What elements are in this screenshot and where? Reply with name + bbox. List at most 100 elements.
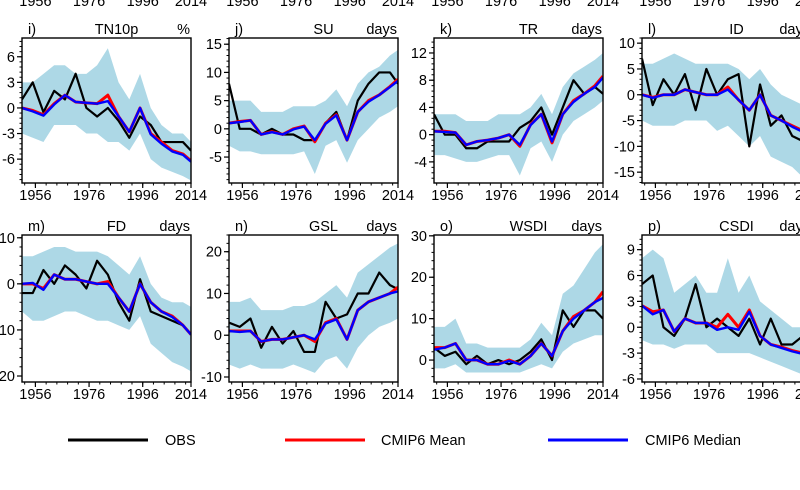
x-tick-label: 2014 [175,188,207,204]
y-tick-label: 30 [411,229,427,245]
y-tick-label: 0 [214,122,222,138]
panel-label: m) [28,219,45,235]
panel-label: i) [28,22,36,38]
plot-area [22,246,191,372]
panel-unit: days [571,219,602,235]
panel-wsdi: o) WSDI days 30 20 10 0 1956 1976 1996 2014 [411,219,619,403]
panel-title: GSL [309,219,338,235]
y-tick-label: 0 [7,101,15,117]
y-tick-label: -15 [614,165,635,181]
y-tick-label: -6 [622,372,635,388]
x-tick-label: 1976 [693,188,725,204]
series-obs-line [434,309,603,366]
series-cmip6-median-line [642,88,800,132]
y-tick-label: 4 [419,100,427,116]
cut-off-x-tick-label: 1956 [639,0,671,10]
x-tick-label: 1956 [431,188,463,204]
panel-title: ID [729,22,744,38]
y-tick-label: -4 [414,155,427,171]
plot-area [434,244,603,373]
y-tick-label: 5 [214,94,222,110]
x-tick-label: 2014 [795,387,800,403]
plot-area [434,52,603,176]
x-tick-label: 2014 [587,188,619,204]
x-tick-label: 1996 [747,188,779,204]
panel-tn10p: i) TN10p % 6 3 0 -3 -6 1956 1976 1996 2014 [2,22,207,204]
y-tick-label: 20 [411,270,427,286]
series-cmip6-median-line [229,290,398,343]
panel-label: j) [234,22,243,38]
x-tick-label: 2014 [795,188,800,204]
plot-frame [228,234,399,383]
x-tick-label: 1996 [539,188,571,204]
x-tick-label: 2014 [382,387,414,403]
y-tick-label: 6 [627,269,635,285]
y-tick-label: -10 [614,139,635,155]
cut-off-x-tick-label: 1976 [73,0,105,10]
panel-title: CSDI [719,219,754,235]
plot-area [229,49,398,174]
legend: OBS CMIP6 Mean CMIP6 Median [68,433,741,449]
x-tick-label: 1976 [73,188,105,204]
y-tick-label: 10 [206,286,222,302]
plot-frame [21,37,192,184]
y-tick-label: -20 [0,369,15,385]
cut-off-x-tick-label: 1976 [485,0,517,10]
x-tick-label: 1956 [19,387,51,403]
series-cmip6-median-line [434,296,603,366]
series-obs-line [434,79,603,150]
cut-off-x-tick-label: 1996 [127,0,159,10]
y-tick-label: 0 [419,128,427,144]
y-tick-label: 8 [419,73,427,89]
legend-label: CMIP6 Mean [381,433,466,449]
plot-frame [433,234,604,383]
panel-title: SU [313,22,333,38]
panel-title: FD [107,219,126,235]
y-tick-label: 5 [627,62,635,78]
x-tick-label: 1976 [485,188,517,204]
cut-off-x-tick-label: 1976 [693,0,725,10]
y-tick-label: 6 [7,50,15,66]
y-tick-label: 10 [619,36,635,52]
y-tick-label: -10 [0,323,15,339]
panel-unit: days [571,22,602,38]
cut-off-x-tick-label: 2014 [795,0,800,10]
y-tick-label: -6 [2,152,15,168]
y-tick-label: 0 [7,277,15,293]
panel-title: TN10p [95,22,139,38]
y-tick-label: 9 [627,243,635,259]
y-tick-label: 0 [627,88,635,104]
y-tick-label: 20 [206,245,222,261]
panel-tr: k) TR days 12 8 4 0 -4 1956 1976 1996 2014 [411,22,619,204]
y-tick-label: 12 [411,46,427,62]
series-cmip6-median-line [642,304,800,355]
cut-off-x-tick-label: 1996 [334,0,366,10]
y-tick-label: -5 [622,114,635,130]
y-tick-label: 10 [0,231,15,247]
x-tick-label: 1956 [639,387,671,403]
y-tick-label: -3 [622,346,635,362]
cut-off-x-tick-label: 1956 [19,0,51,10]
y-tick-label: 15 [206,37,222,53]
model-spread-band [22,246,191,372]
x-tick-label: 1956 [639,188,671,204]
model-spread-band [22,48,191,181]
panel-label: n) [235,219,248,235]
panel-unit: days [366,22,397,38]
series-cmip6-median-line [434,76,603,147]
x-tick-label: 1976 [485,387,517,403]
cut-off-x-tick-label: 1956 [226,0,258,10]
panel-unit: days [366,219,397,235]
x-tick-label: 1956 [226,387,258,403]
x-tick-label: 2014 [587,387,619,403]
y-tick-label: 10 [206,65,222,81]
series-cmip6-median-line [22,93,191,163]
cut-off-x-tick-label: 1956 [431,0,463,10]
y-tick-label: -10 [201,370,222,386]
x-tick-label: 1976 [280,188,312,204]
x-tick-label: 2014 [382,188,414,204]
model-spread-band [229,49,398,174]
plot-area [22,48,191,181]
x-tick-label: 1976 [280,387,312,403]
